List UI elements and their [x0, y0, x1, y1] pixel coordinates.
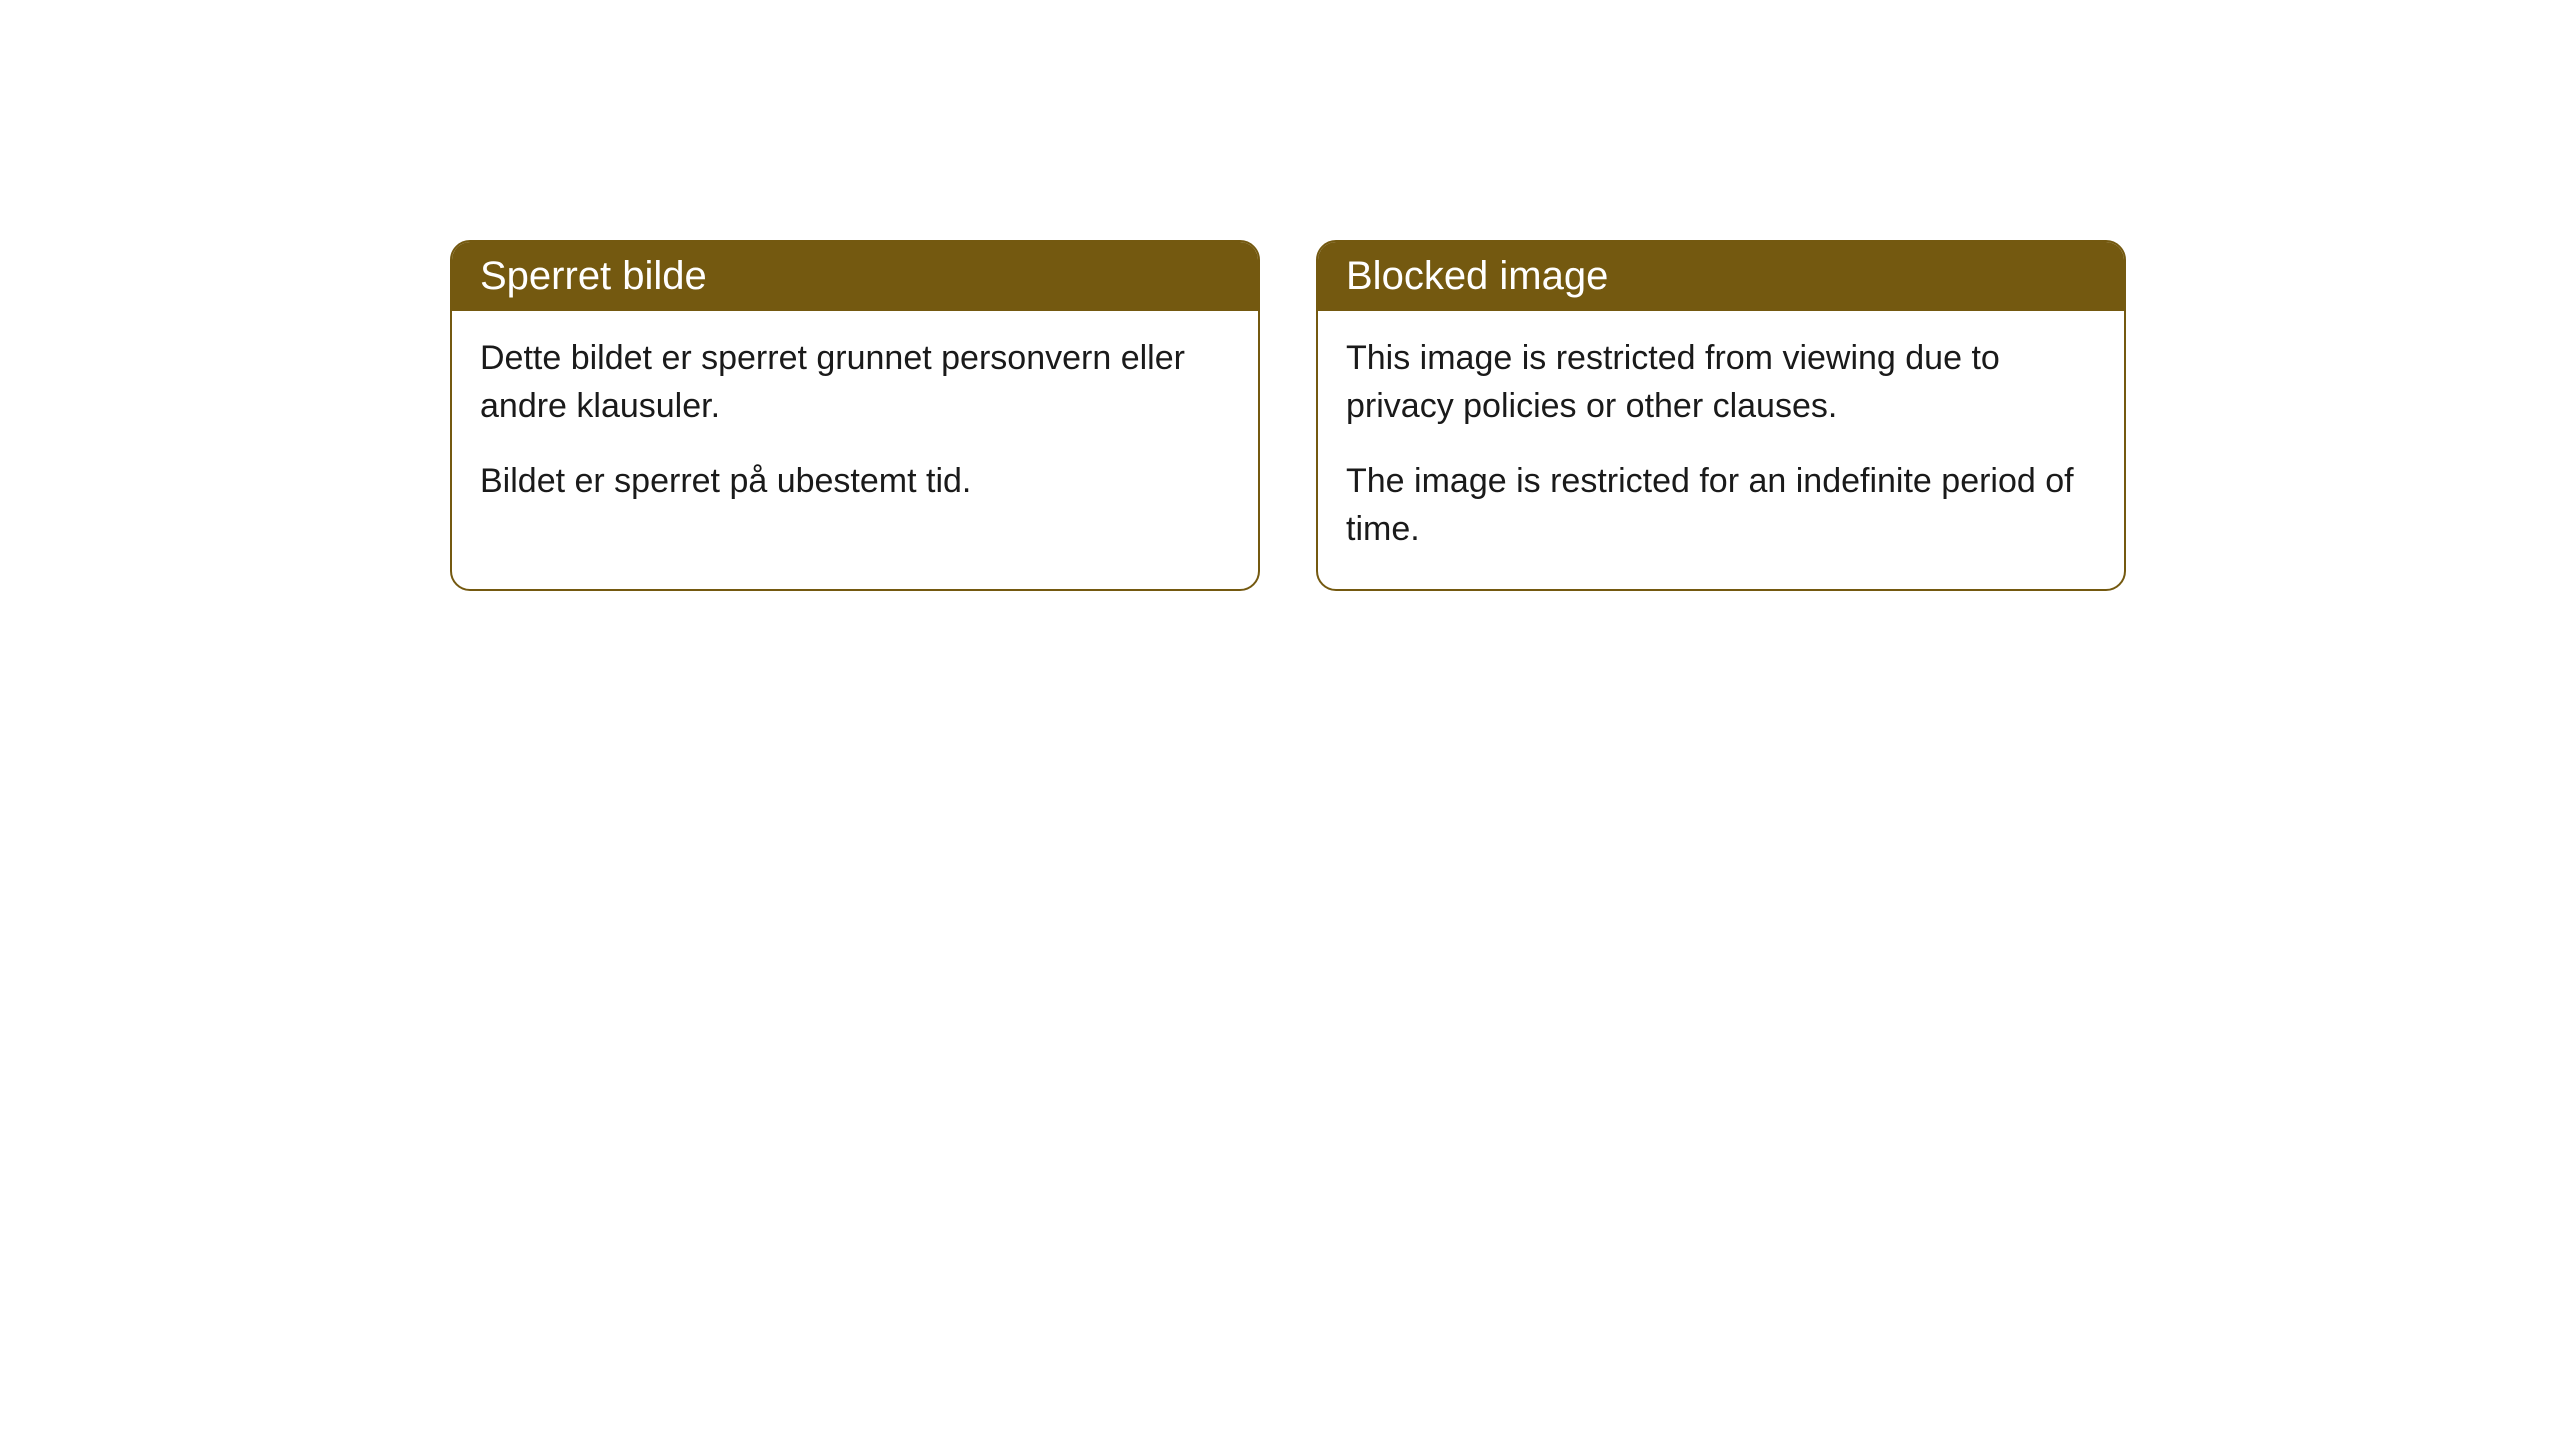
card-body: This image is restricted from viewing du…: [1318, 311, 2124, 589]
card-header: Sperret bilde: [452, 242, 1258, 311]
card-header: Blocked image: [1318, 242, 2124, 311]
notice-card-norwegian: Sperret bilde Dette bildet er sperret gr…: [450, 240, 1260, 591]
card-paragraph: The image is restricted for an indefinit…: [1346, 458, 2096, 553]
notice-card-english: Blocked image This image is restricted f…: [1316, 240, 2126, 591]
notice-cards-container: Sperret bilde Dette bildet er sperret gr…: [450, 240, 2126, 591]
card-paragraph: Dette bildet er sperret grunnet personve…: [480, 335, 1230, 430]
card-paragraph: Bildet er sperret på ubestemt tid.: [480, 458, 1230, 506]
card-body: Dette bildet er sperret grunnet personve…: [452, 311, 1258, 542]
card-title: Blocked image: [1346, 254, 1608, 298]
card-title: Sperret bilde: [480, 254, 707, 298]
card-paragraph: This image is restricted from viewing du…: [1346, 335, 2096, 430]
